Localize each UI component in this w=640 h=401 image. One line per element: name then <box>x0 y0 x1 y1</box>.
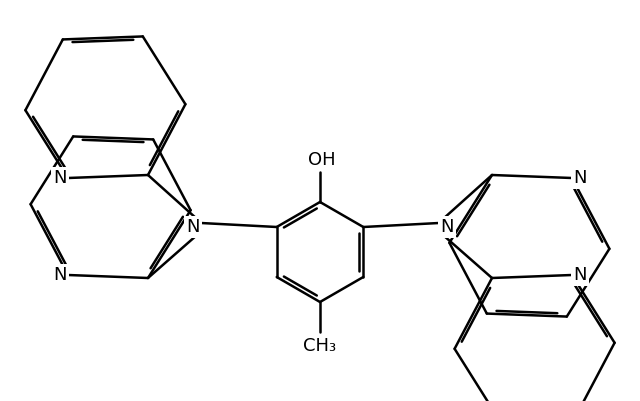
Text: N: N <box>573 266 587 284</box>
Text: N: N <box>573 169 587 187</box>
Text: N: N <box>186 218 200 236</box>
Text: CH₃: CH₃ <box>303 337 337 355</box>
Text: N: N <box>440 218 454 236</box>
Text: N: N <box>53 266 67 284</box>
Text: N: N <box>53 169 67 187</box>
Text: OH: OH <box>308 151 336 169</box>
